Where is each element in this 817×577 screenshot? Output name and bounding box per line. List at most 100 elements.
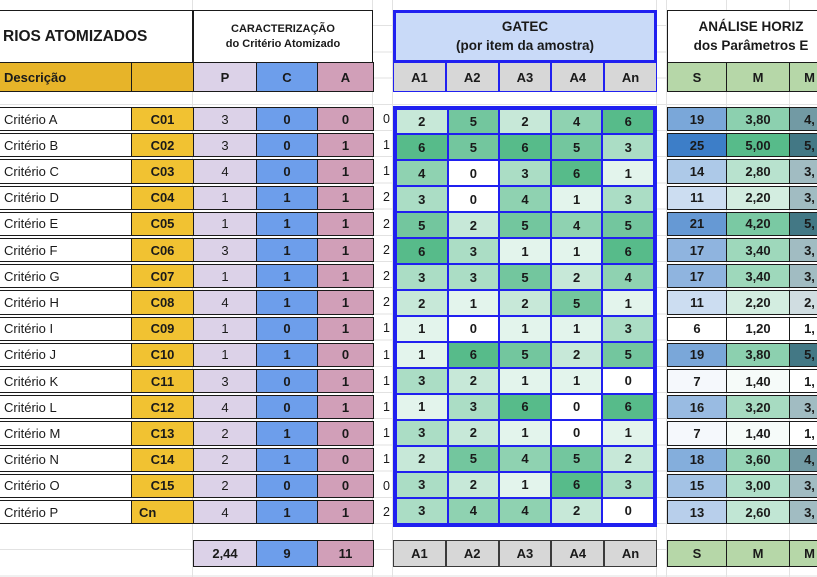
criterio-code-cell[interactable]: C05	[131, 211, 194, 236]
criterio-code-cell[interactable]: Cn	[131, 500, 194, 525]
a-value-cell[interactable]: 0	[317, 421, 374, 446]
criterio-desc-cell[interactable]: Critério L	[0, 395, 132, 420]
s-sum-cell[interactable]: 11	[667, 290, 727, 315]
gatec-value-cell[interactable]: 3	[396, 419, 448, 446]
gatec-value-cell[interactable]: 2	[550, 264, 603, 291]
a-header-cell[interactable]: A	[317, 62, 374, 92]
a-value-cell[interactable]: 1	[317, 133, 374, 158]
criterio-code-cell[interactable]: C06	[131, 238, 194, 263]
criterio-code-cell[interactable]: C15	[131, 473, 194, 498]
a-total-cell[interactable]: 11	[317, 540, 374, 567]
s-sum-cell[interactable]: 6	[667, 316, 727, 341]
p-value-cell[interactable]: 1	[193, 185, 257, 210]
gatec-value-cell[interactable]: 5	[447, 108, 500, 135]
ca-sum-cell[interactable]: 2	[383, 216, 390, 231]
a-value-cell[interactable]: 1	[317, 369, 374, 394]
p-value-cell[interactable]: 4	[193, 500, 257, 525]
gatec-value-cell[interactable]: 1	[499, 367, 551, 394]
analise-horizontal-header[interactable]: ANÁLISE HORIZ dos Parâmetros E	[667, 10, 817, 63]
gatec-value-cell[interactable]: 3	[447, 264, 500, 291]
md-value-cell[interactable]: 3,	[789, 185, 817, 210]
criterio-code-cell[interactable]: C04	[131, 185, 194, 210]
gatec-value-cell[interactable]: 1	[602, 160, 654, 187]
c-value-cell[interactable]: 1	[256, 185, 318, 210]
gatec-value-cell[interactable]: 4	[499, 497, 551, 524]
criterio-code-cell[interactable]: C11	[131, 369, 194, 394]
ca-sum-cell[interactable]: 1	[383, 138, 390, 153]
md-value-cell[interactable]: 5,	[789, 342, 817, 367]
gatec-value-cell[interactable]: 2	[602, 445, 654, 472]
gatec-value-cell[interactable]: 3	[602, 471, 654, 498]
m-mean-cell[interactable]: 2,80	[726, 159, 790, 184]
md-value-cell[interactable]: 5,	[789, 133, 817, 158]
ca-sum-cell[interactable]: 1	[383, 400, 390, 415]
gatec-value-cell[interactable]: 6	[550, 160, 603, 187]
gatec-value-cell[interactable]: 4	[550, 212, 603, 239]
ca-sum-cell[interactable]: 1	[383, 452, 390, 467]
s-sum-cell[interactable]: 16	[667, 395, 727, 420]
gatec-value-cell[interactable]: 1	[396, 393, 448, 420]
criterio-desc-cell[interactable]: Critério G	[0, 264, 132, 289]
md-value-cell[interactable]: 4,	[789, 447, 817, 472]
gatec-value-cell[interactable]: 0	[602, 367, 654, 394]
criterio-code-cell[interactable]: C02	[131, 133, 194, 158]
criterio-desc-cell[interactable]: Critério I	[0, 316, 132, 341]
criterio-code-cell[interactable]: C12	[131, 395, 194, 420]
p-value-cell[interactable]: 4	[193, 395, 257, 420]
a-value-cell[interactable]: 1	[317, 211, 374, 236]
criterio-desc-cell[interactable]: Critério O	[0, 473, 132, 498]
a-value-cell[interactable]: 0	[317, 342, 374, 367]
gatec-value-cell[interactable]: 3	[396, 367, 448, 394]
c-value-cell[interactable]: 1	[256, 421, 318, 446]
m-mean-cell[interactable]: 1,40	[726, 421, 790, 446]
a-value-cell[interactable]: 1	[317, 500, 374, 525]
gatec-value-cell[interactable]: 4	[550, 108, 603, 135]
c-value-cell[interactable]: 0	[256, 369, 318, 394]
md-value-cell[interactable]: 3,	[789, 238, 817, 263]
gatec-value-cell[interactable]: 1	[602, 290, 654, 316]
gatec-value-cell[interactable]: 5	[499, 264, 551, 291]
c-total-cell[interactable]: 9	[256, 540, 318, 567]
c-value-cell[interactable]: 1	[256, 211, 318, 236]
gatec-value-cell[interactable]: 4	[447, 497, 500, 524]
m-mean-cell[interactable]: 5,00	[726, 133, 790, 158]
gatec-colhead-cell-A4[interactable]: A4	[551, 62, 605, 92]
gatec-value-cell[interactable]: 2	[447, 419, 500, 446]
criterio-code-cell[interactable]: C13	[131, 421, 194, 446]
m-mean-cell[interactable]: 1,40	[726, 369, 790, 394]
c-header-cell[interactable]: C	[256, 62, 318, 92]
p-value-cell[interactable]: 3	[193, 107, 257, 132]
c-value-cell[interactable]: 1	[256, 500, 318, 525]
criterio-desc-cell[interactable]: Critério M	[0, 421, 132, 446]
gatec-value-cell[interactable]: 5	[396, 212, 448, 239]
md-value-cell[interactable]: 5,	[789, 211, 817, 236]
gatec-foothead-cell-An[interactable]: An	[604, 540, 657, 567]
criterio-code-cell[interactable]: C07	[131, 264, 194, 289]
gatec-value-cell[interactable]: 0	[550, 393, 603, 420]
a-value-cell[interactable]: 0	[317, 447, 374, 472]
criterio-code-cell[interactable]: C09	[131, 316, 194, 341]
gatec-value-cell[interactable]: 0	[550, 419, 603, 446]
analise-s-footer-cell[interactable]: S	[667, 540, 727, 567]
md-value-cell[interactable]: 4,	[789, 107, 817, 132]
ca-sum-cell[interactable]: 1	[383, 426, 390, 441]
gatec-value-cell[interactable]: 4	[602, 264, 654, 291]
c-value-cell[interactable]: 1	[256, 264, 318, 289]
p-value-cell[interactable]: 1	[193, 264, 257, 289]
s-sum-cell[interactable]: 17	[667, 238, 727, 263]
s-sum-cell[interactable]: 19	[667, 107, 727, 132]
gatec-foothead-cell-A2[interactable]: A2	[445, 540, 499, 567]
gatec-value-cell[interactable]: 3	[396, 264, 448, 291]
ca-sum-cell[interactable]: 2	[383, 295, 390, 310]
m-mean-cell[interactable]: 2,20	[726, 290, 790, 315]
gatec-value-cell[interactable]: 5	[602, 341, 654, 368]
gatec-value-cell[interactable]: 6	[550, 471, 603, 498]
code-header-cell[interactable]	[131, 62, 194, 92]
md-value-cell[interactable]: 1,	[789, 421, 817, 446]
gatec-value-cell[interactable]: 1	[499, 419, 551, 446]
criterio-desc-cell[interactable]: Critério B	[0, 133, 132, 158]
c-value-cell[interactable]: 0	[256, 107, 318, 132]
gatec-value-cell[interactable]: 1	[550, 367, 603, 394]
s-sum-cell[interactable]: 19	[667, 342, 727, 367]
gatec-value-cell[interactable]: 3	[447, 238, 500, 265]
